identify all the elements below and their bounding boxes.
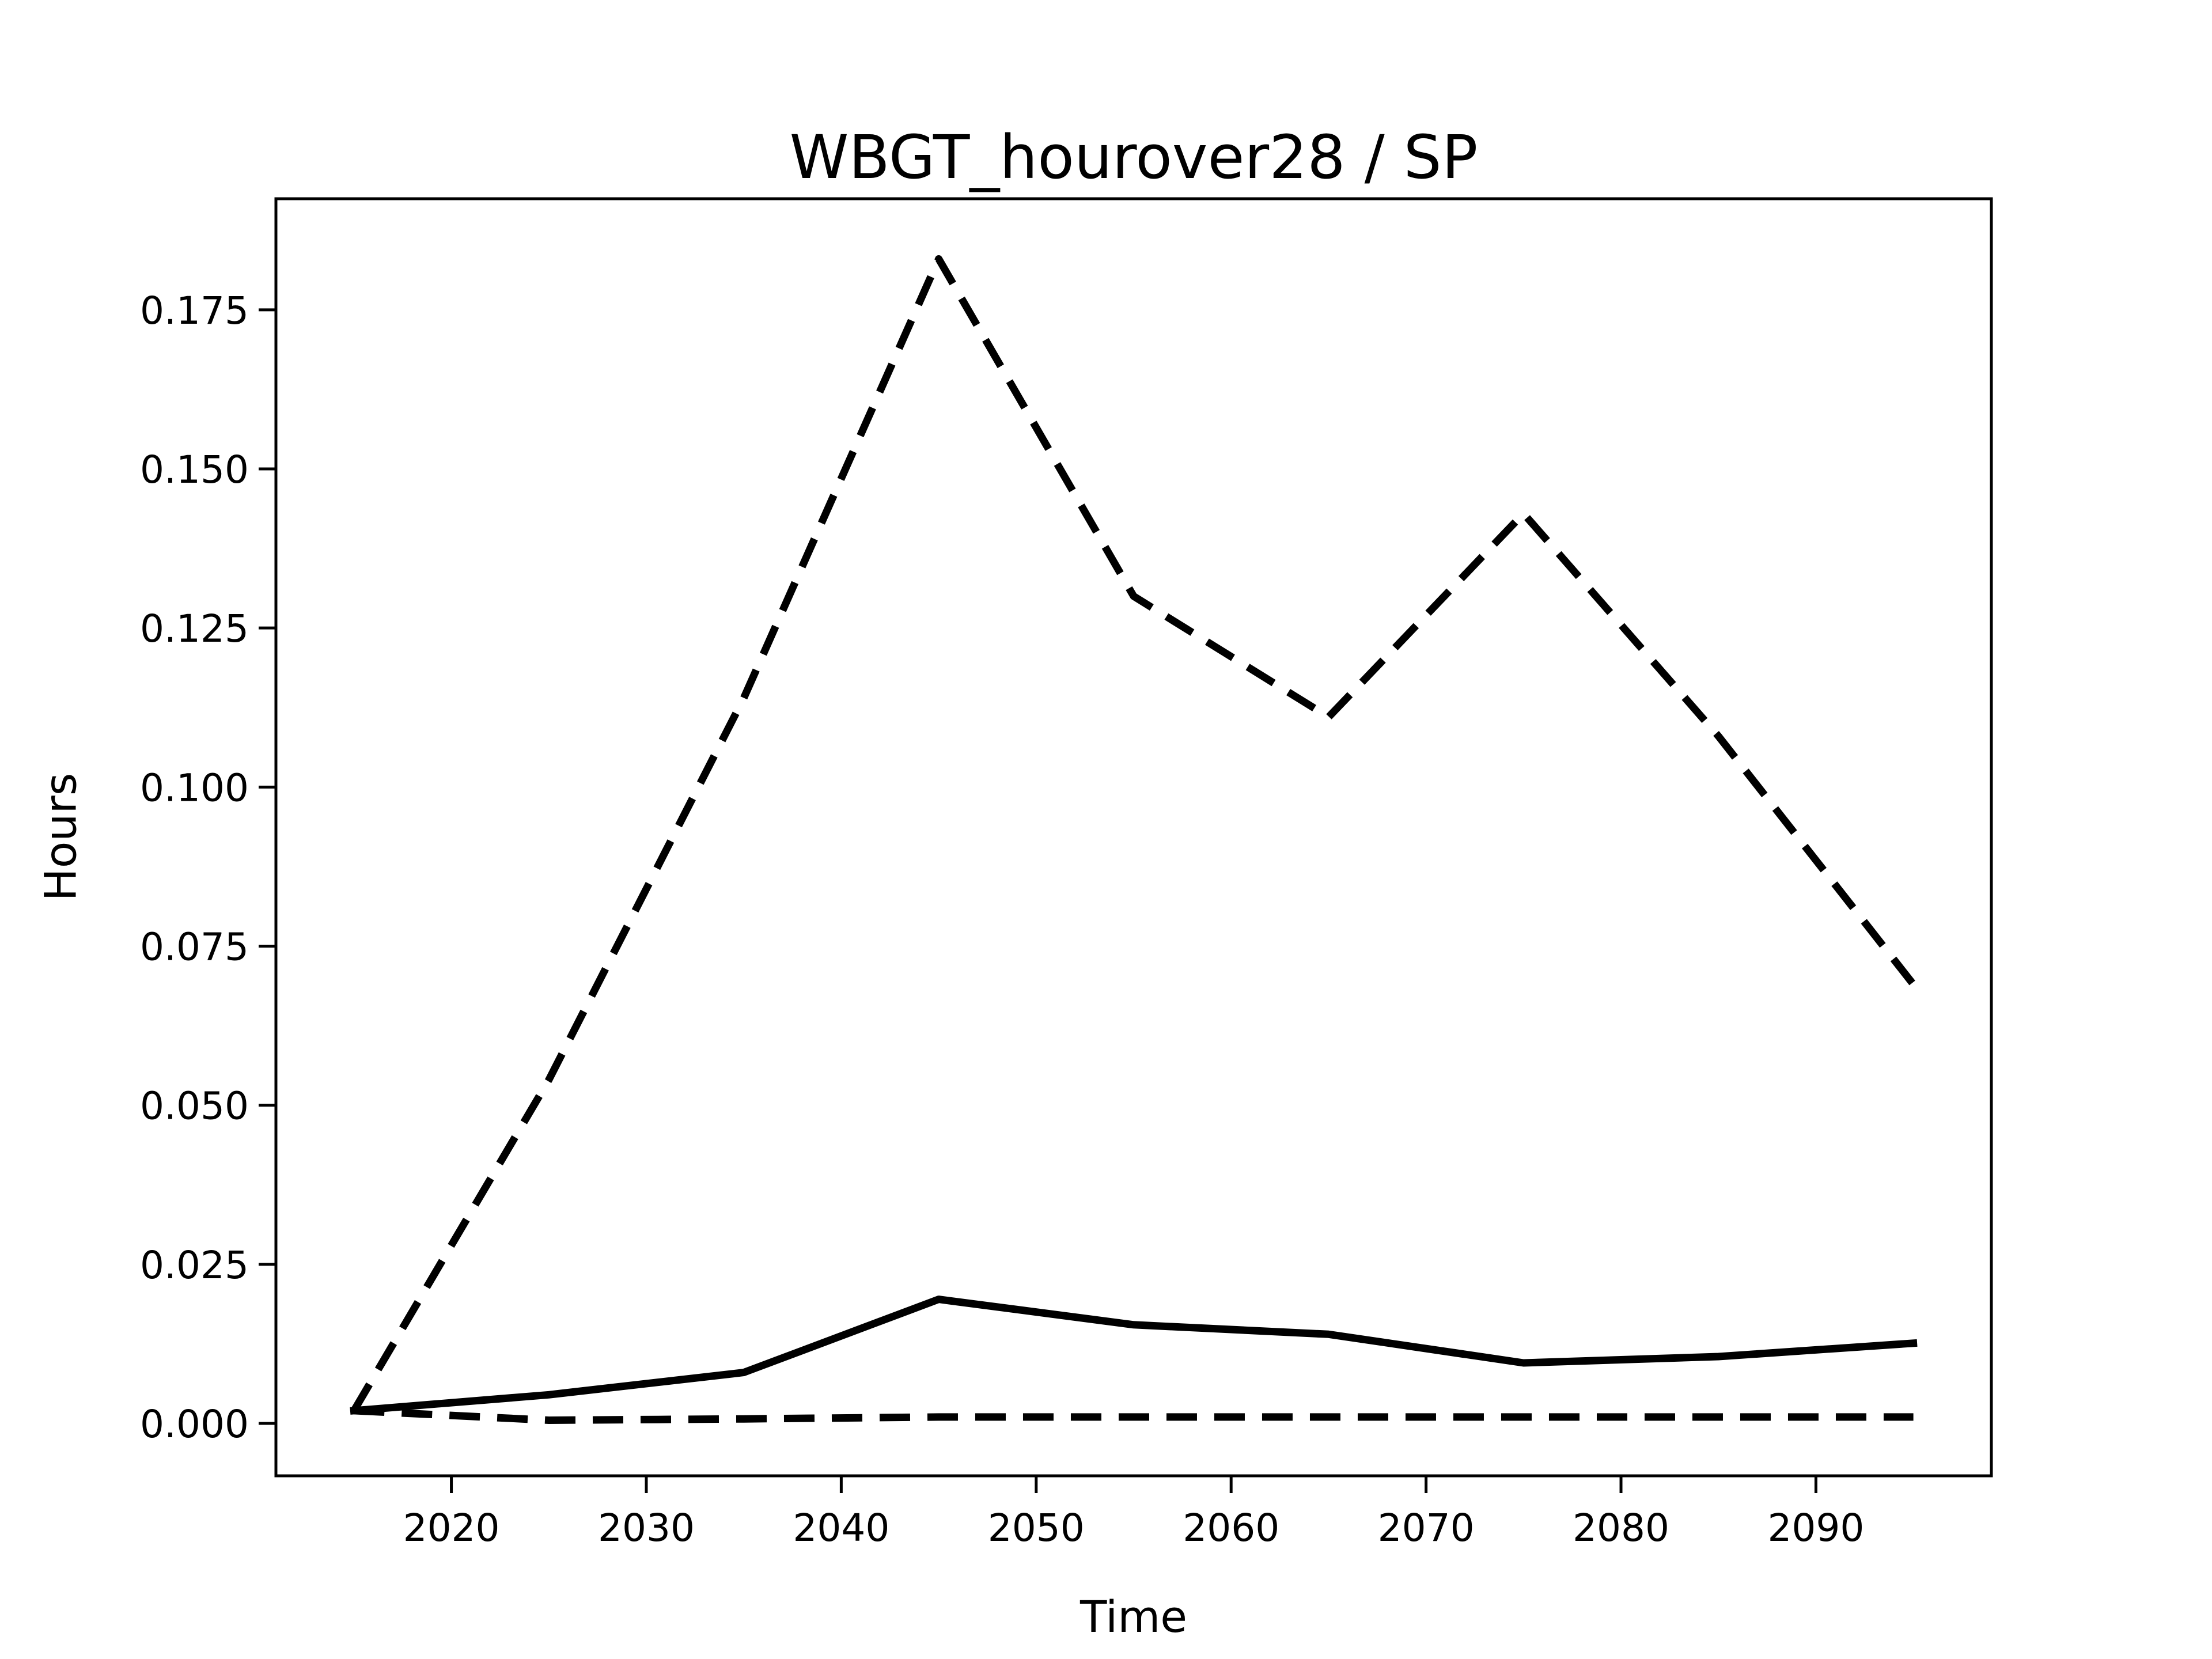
y-tick-label: 0.175 bbox=[140, 289, 249, 333]
x-tick-label: 2020 bbox=[403, 1506, 500, 1550]
x-tick-label: 2050 bbox=[988, 1506, 1085, 1550]
y-axis-label: Hours bbox=[35, 772, 86, 902]
series-line-solid bbox=[350, 1296, 1918, 1415]
x-tick-label: 2070 bbox=[1378, 1506, 1475, 1550]
x-tick-label: 2030 bbox=[598, 1506, 695, 1550]
series-line-upper-dashed bbox=[350, 255, 1916, 1413]
series-line-lower-dashed bbox=[354, 1407, 1914, 1424]
x-tick-label: 2040 bbox=[793, 1506, 889, 1550]
x-tick-label: 2090 bbox=[1767, 1506, 1864, 1550]
y-tick-label: 0.100 bbox=[140, 766, 249, 810]
y-tick-label: 0.150 bbox=[140, 448, 249, 492]
y-tick-label: 0.000 bbox=[140, 1402, 249, 1446]
y-tick-label: 0.075 bbox=[140, 925, 249, 969]
y-tick-label: 0.050 bbox=[140, 1084, 249, 1128]
y-tick-label: 0.025 bbox=[140, 1243, 249, 1287]
chart-title: WBGT_hourover28 / SP bbox=[789, 122, 1478, 192]
axes-frame bbox=[274, 197, 1993, 1478]
x-tick-label: 2060 bbox=[1183, 1506, 1279, 1550]
x-axis-label: Time bbox=[1080, 1591, 1187, 1642]
y-tick-label: 0.125 bbox=[140, 607, 249, 651]
x-tick-label: 2080 bbox=[1573, 1506, 1669, 1550]
